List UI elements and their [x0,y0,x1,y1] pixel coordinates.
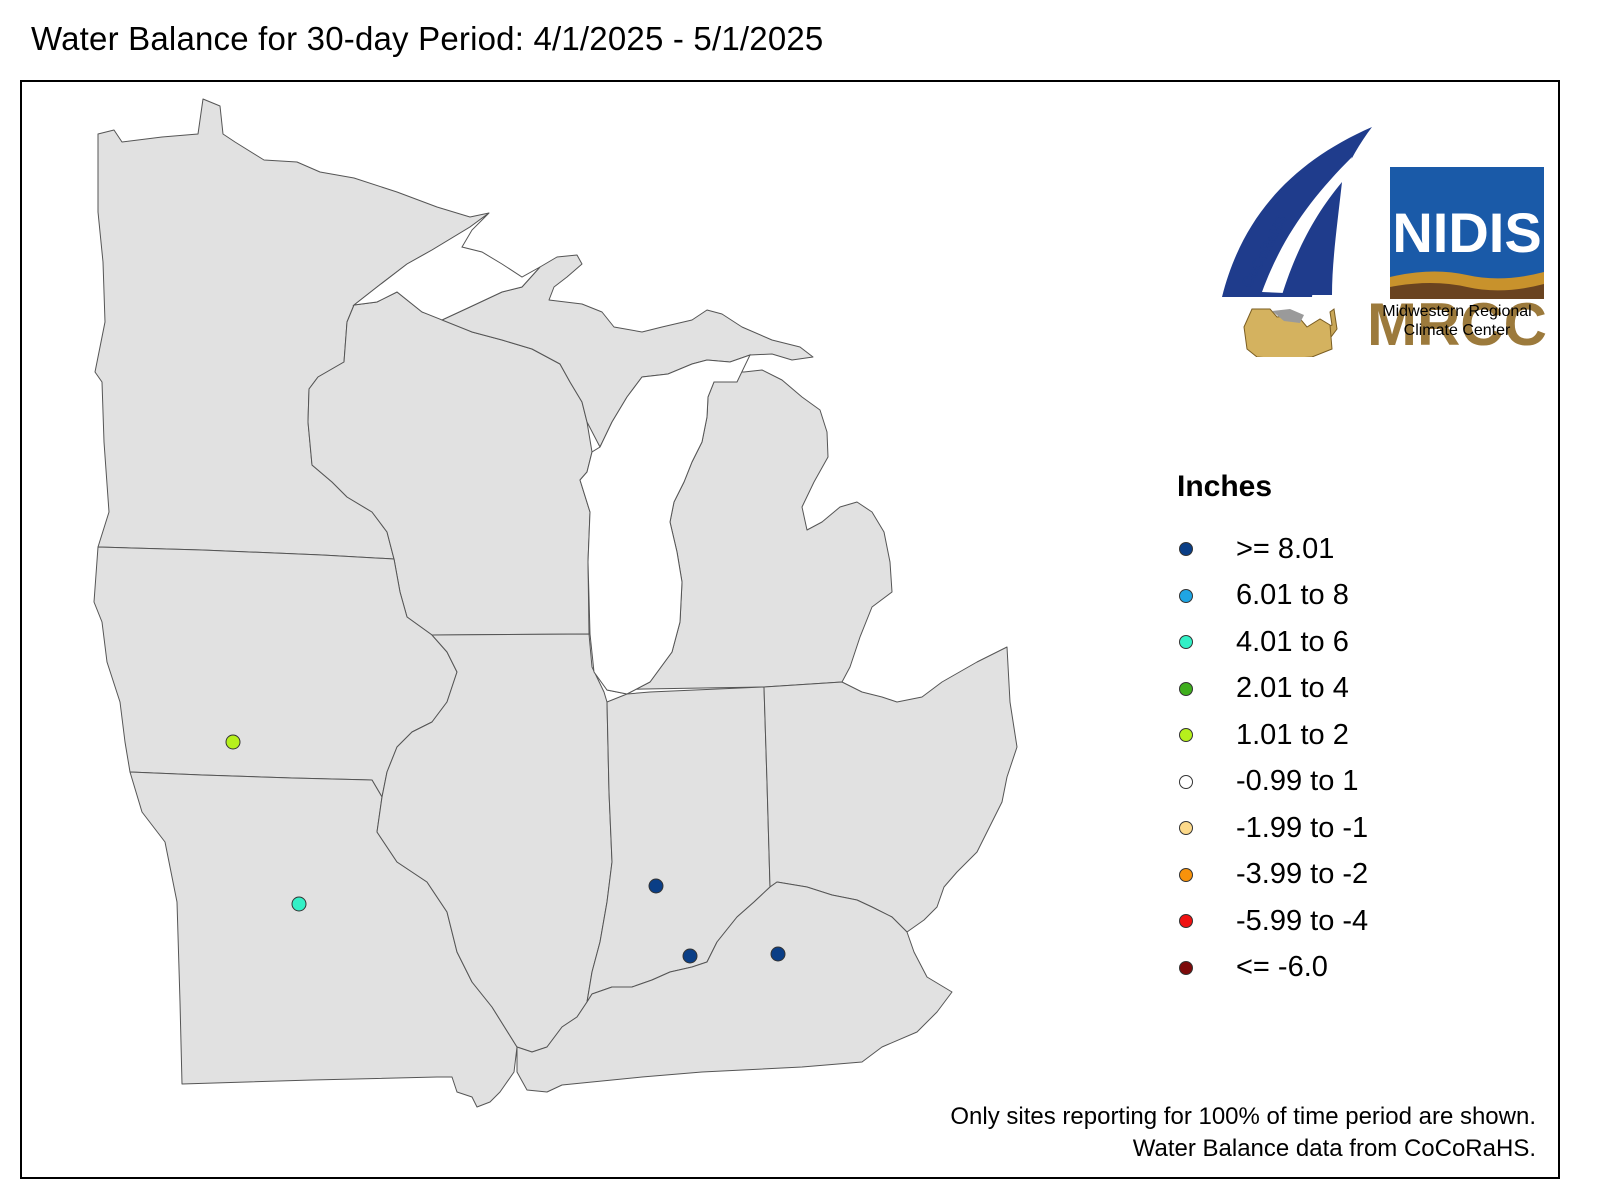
legend-swatch [1179,914,1193,929]
mrcc-label: MRCC [1367,291,1547,357]
legend-item: 4.01 to 6 [1177,619,1497,666]
legend-label: 4.01 to 6 [1236,625,1349,658]
legend-label: -1.99 to -1 [1236,811,1369,844]
legend-item: -5.99 to -4 [1177,898,1497,945]
legend-item: 2.01 to 4 [1177,666,1497,713]
lakes-layer [352,212,751,695]
legend-label: <= -6.0 [1236,951,1328,984]
mrcc-subtitle-line2: Climate Center [1403,322,1511,339]
legend-rows: >= 8.01 6.01 to 8 4.01 to 6 2.01 to 4 1.01 t… [1177,526,1497,991]
state-kentucky [516,881,953,1093]
nidis-label: NIDIS [1392,201,1541,264]
site-marker [770,946,786,962]
site-marker [682,948,698,964]
legend-swatch [1179,588,1193,603]
legend-item: <= -6.0 [1177,945,1497,992]
site-marker [291,896,307,912]
state-michigan-upper [441,254,814,448]
mrcc-subtitle-line1: Midwestern Regional [1382,303,1532,320]
map-frame: CoCoRaHS NIDIS MRCC Midwestern Regional … [20,80,1560,1179]
legend-label: -0.99 to 1 [1236,765,1359,798]
legend-item: -1.99 to -1 [1177,805,1497,852]
footnote: Only sites reporting for 100% of time pe… [950,1101,1536,1165]
mrcc-logo: MRCC [1243,291,1547,360]
site-marker [225,734,241,750]
legend-swatch [1179,821,1193,836]
legend-swatch [1179,774,1193,789]
map-canvas [93,98,1018,1108]
sites-layer [225,734,786,964]
legend-label: >= 8.01 [1236,532,1335,565]
states-layer [93,98,1018,1108]
legend-label: 6.01 to 8 [1236,579,1349,612]
site-marker [648,878,664,894]
legend-swatch [1179,635,1193,650]
legend-swatch [1179,542,1193,557]
legend-title: Inches [1177,470,1273,503]
legend-swatch [1179,681,1193,696]
lake-superior [352,212,541,321]
legend-item: 1.01 to 2 [1177,712,1497,759]
nidis-logo: NIDIS [1390,167,1544,299]
legend-label: -5.99 to -4 [1236,904,1369,937]
map-title: Water Balance for 30-day Period: 4/1/202… [31,20,824,57]
logos-graphic: CoCoRaHS NIDIS MRCC [1222,127,1547,360]
legend-label: -3.99 to -2 [1236,858,1369,891]
footnote-line2: Water Balance data from CoCoRaHS. [1132,1135,1536,1162]
legend-label: 2.01 to 4 [1236,672,1349,705]
legend-item: >= 8.01 [1177,526,1497,573]
legend-item: 6.01 to 8 [1177,573,1497,620]
footnote-line1: Only sites reporting for 100% of time pe… [950,1103,1536,1130]
legend-swatch [1179,867,1193,882]
legend-item: -0.99 to 1 [1177,759,1497,806]
logos-panel: CoCoRaHS NIDIS MRCC [1202,87,1558,360]
cocorahs-logo: CoCoRaHS [1222,127,1372,297]
legend-swatch [1179,728,1193,743]
legend-label: 1.01 to 2 [1236,718,1349,751]
mrcc-subtitle: Midwestern Regional Climate Center [1362,302,1552,340]
legend: Inches >= 8.01 6.01 to 8 4.01 to 6 2.01 to … [1177,470,1497,991]
legend-swatch [1179,960,1193,975]
legend-item: -3.99 to -2 [1177,852,1497,899]
lake-michigan [579,354,751,695]
